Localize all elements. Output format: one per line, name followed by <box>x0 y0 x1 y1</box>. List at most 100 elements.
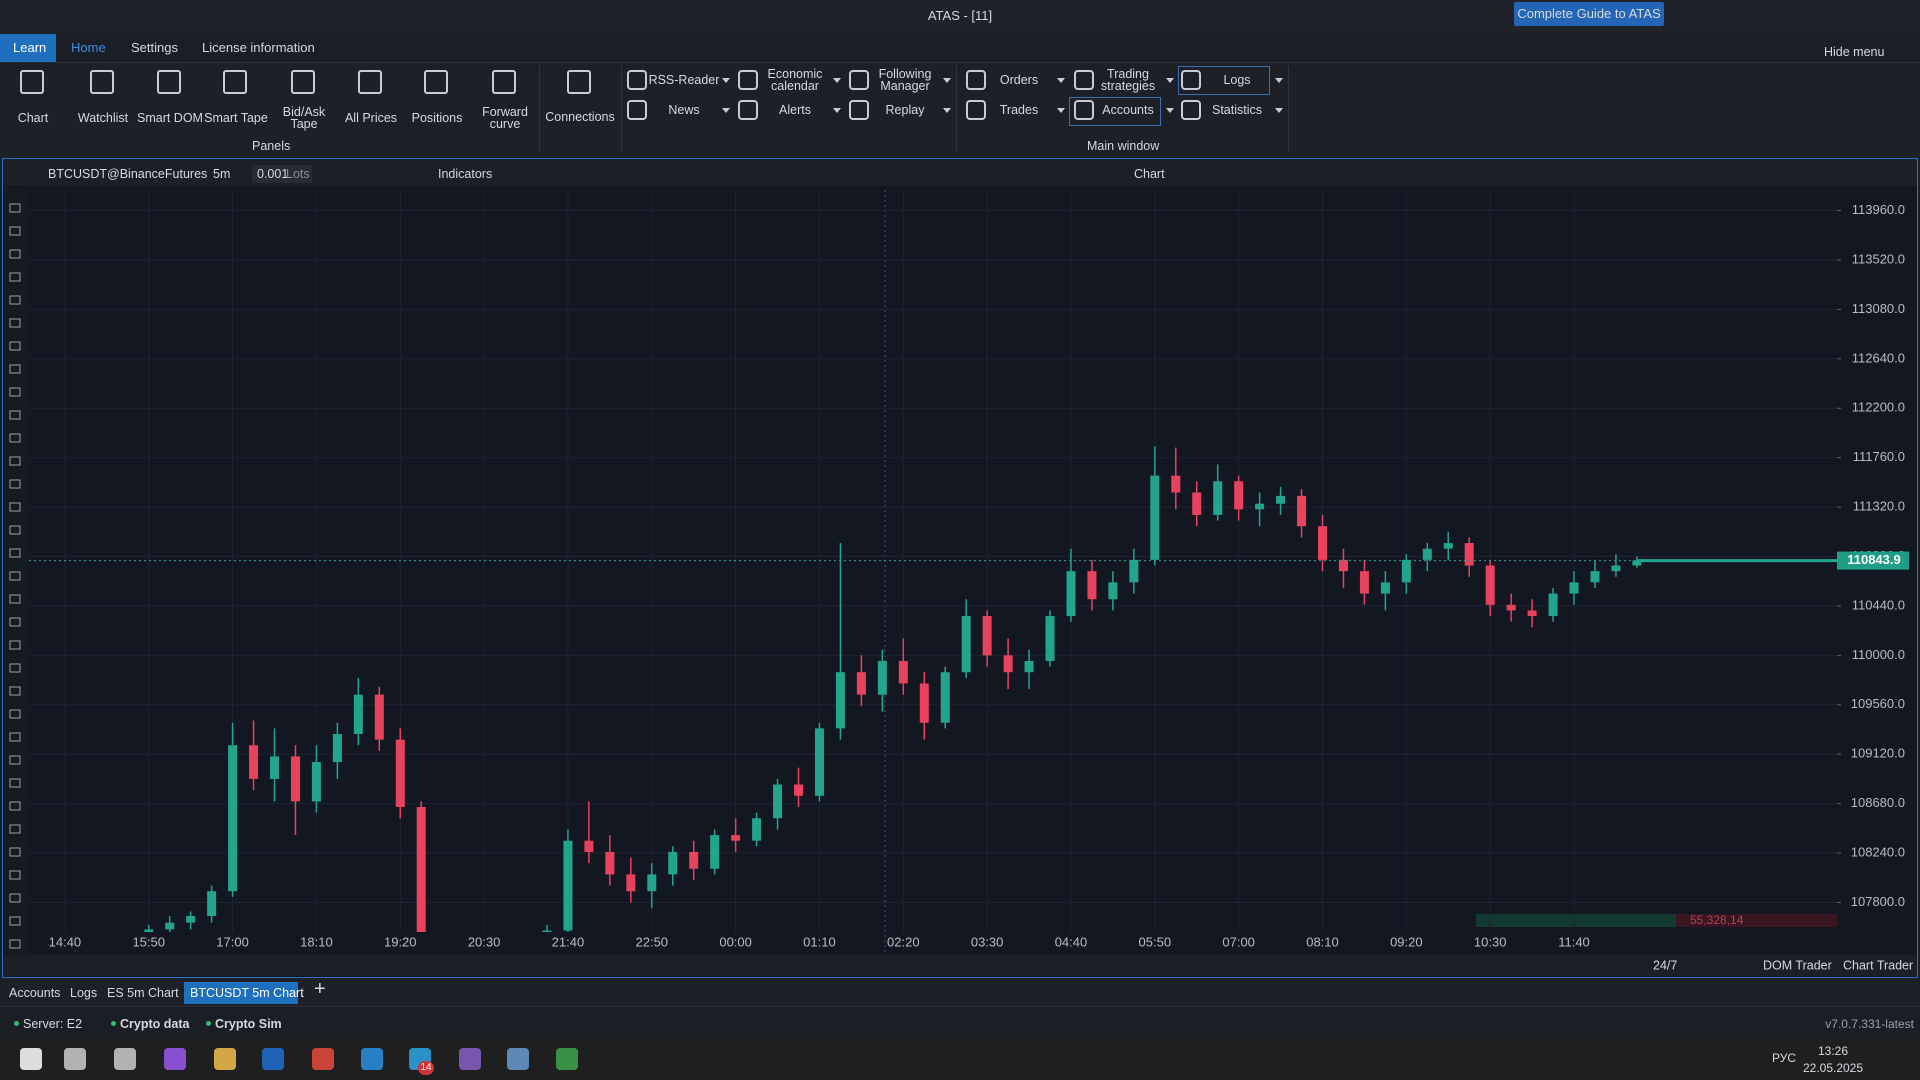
candle-body <box>982 616 992 656</box>
separator <box>539 66 540 152</box>
chart-header <box>3 159 1917 186</box>
candle-body <box>1024 660 1034 673</box>
ribbon-button[interactable]: Bid/Ask Tape <box>282 105 326 131</box>
candle-body <box>165 922 175 930</box>
ribbon-button[interactable]: Connections <box>545 110 615 124</box>
grid <box>29 190 1837 932</box>
y-tick-label: 109120.0 <box>1851 746 1905 761</box>
ribbon-button[interactable]: Smart Tape <box>204 111 268 125</box>
tool-icon <box>9 387 21 397</box>
ribbon-item[interactable]: Economic calendar <box>767 67 823 93</box>
ribbon-item[interactable]: Trading strategies <box>1100 67 1156 93</box>
instrument[interactable]: BTCUSDT@BinanceFutures <box>48 167 208 181</box>
x-tick-label: 18:10 <box>300 934 333 949</box>
tool-icon <box>9 318 21 328</box>
candle-body <box>835 672 845 729</box>
candle-body <box>940 672 950 723</box>
taskbar-icon <box>312 1048 334 1070</box>
tool-icon <box>9 778 21 788</box>
candle-body <box>332 733 342 763</box>
candle-body <box>290 756 300 802</box>
separator <box>1288 66 1289 152</box>
dropdown-arrow <box>943 108 951 113</box>
candle-body <box>710 835 720 869</box>
dropdown-arrow <box>833 78 841 83</box>
language[interactable]: РУС <box>1772 1051 1797 1065</box>
candle-body <box>1569 582 1579 594</box>
tool-icon <box>9 571 21 581</box>
candle-body <box>1590 571 1600 583</box>
separator <box>621 66 622 152</box>
tab[interactable]: BTCUSDT 5m Chart <box>190 986 304 1000</box>
item-icon <box>627 100 647 120</box>
status-dot <box>14 1021 19 1026</box>
ribbon-button[interactable]: Chart <box>17 111 49 125</box>
ribbon-item[interactable]: Accounts <box>1102 103 1154 117</box>
chart-trader[interactable]: Chart Trader <box>1843 958 1913 972</box>
candle-body <box>1150 475 1160 560</box>
x-tick-label: 02:20 <box>887 934 920 949</box>
drawing-toolbar <box>3 187 29 975</box>
ribbon-tab[interactable]: Learn <box>13 40 47 55</box>
tool-icon <box>9 226 21 236</box>
candle-body <box>270 756 279 779</box>
ribbon-button[interactable]: All Prices <box>344 111 398 125</box>
add-tab[interactable]: + <box>314 978 326 1000</box>
tool-icon <box>9 456 21 466</box>
x-tick-label: 08:10 <box>1306 934 1339 949</box>
crypto-sim: Crypto Sim <box>215 1017 282 1031</box>
ribbon-item[interactable]: News <box>668 103 700 117</box>
y-tick-label: 110000.0 <box>1852 647 1905 662</box>
ribbon-item[interactable]: Orders <box>999 73 1039 87</box>
ribbon-item[interactable]: Alerts <box>779 103 811 117</box>
ribbon-tab[interactable]: Home <box>71 40 106 55</box>
ribbon-icon <box>90 70 114 94</box>
volume-label: 55,328,14 <box>1690 913 1744 927</box>
candle-body <box>1297 495 1307 527</box>
tab[interactable]: ES 5m Chart <box>107 986 179 1000</box>
x-tick-label: 01:10 <box>803 934 836 949</box>
candle-body <box>1422 548 1432 560</box>
ribbon-item[interactable]: Trades <box>999 103 1039 117</box>
dropdown-arrow <box>1166 78 1174 83</box>
ribbon-button[interactable]: Smart DOM <box>137 111 203 125</box>
tab[interactable]: Logs <box>70 986 98 1000</box>
ribbon-item[interactable]: Replay <box>885 103 925 117</box>
ribbon-button[interactable]: Positions <box>411 111 463 125</box>
ribbon-tab[interactable]: License information <box>202 40 315 55</box>
item-icon <box>738 100 758 120</box>
candle-body <box>1443 543 1453 549</box>
ribbon-button[interactable]: Forward curve <box>482 105 528 131</box>
lots-value[interactable]: 0.001 <box>257 167 289 181</box>
crypto-data: Crypto data <box>120 1017 190 1031</box>
ribbon-item[interactable]: Statistics <box>1211 103 1262 117</box>
candle-body <box>311 762 321 802</box>
ribbon-item[interactable]: Following Manager <box>878 67 932 93</box>
candle-body <box>752 818 762 841</box>
tool-icon <box>9 847 21 857</box>
ribbon-item[interactable]: RSS-Reader <box>648 73 720 87</box>
taskbar-icon <box>262 1048 284 1070</box>
candle-body <box>877 660 887 695</box>
tool-icon <box>9 801 21 811</box>
candle-body <box>1045 616 1055 661</box>
tool-icon <box>9 272 21 282</box>
candle-body <box>773 784 783 819</box>
candle-body <box>919 683 929 723</box>
ribbon-button[interactable]: Watchlist <box>77 111 129 125</box>
y-tick-label: 112640.0 <box>1852 350 1905 365</box>
hide-menu[interactable]: Hide menu <box>1824 45 1885 59</box>
candle-body <box>605 851 615 875</box>
tool-icon <box>9 410 21 420</box>
clock-time[interactable]: 13:26 <box>1817 1044 1849 1058</box>
indicators[interactable]: Indicators <box>438 167 493 181</box>
ribbon-tab[interactable]: Settings <box>131 40 178 55</box>
tab[interactable]: Accounts <box>9 986 61 1000</box>
taskbar-icon <box>507 1048 529 1070</box>
session[interactable]: 24/7 <box>1653 958 1677 972</box>
clock-date[interactable]: 22.05.2025 <box>1802 1061 1864 1075</box>
ribbon-item[interactable]: Logs <box>1223 73 1251 87</box>
timeframe[interactable]: 5m <box>213 167 231 181</box>
guide-button[interactable]: Complete Guide to ATAS <box>1514 2 1664 26</box>
dom-trader[interactable]: DOM Trader <box>1763 958 1832 972</box>
